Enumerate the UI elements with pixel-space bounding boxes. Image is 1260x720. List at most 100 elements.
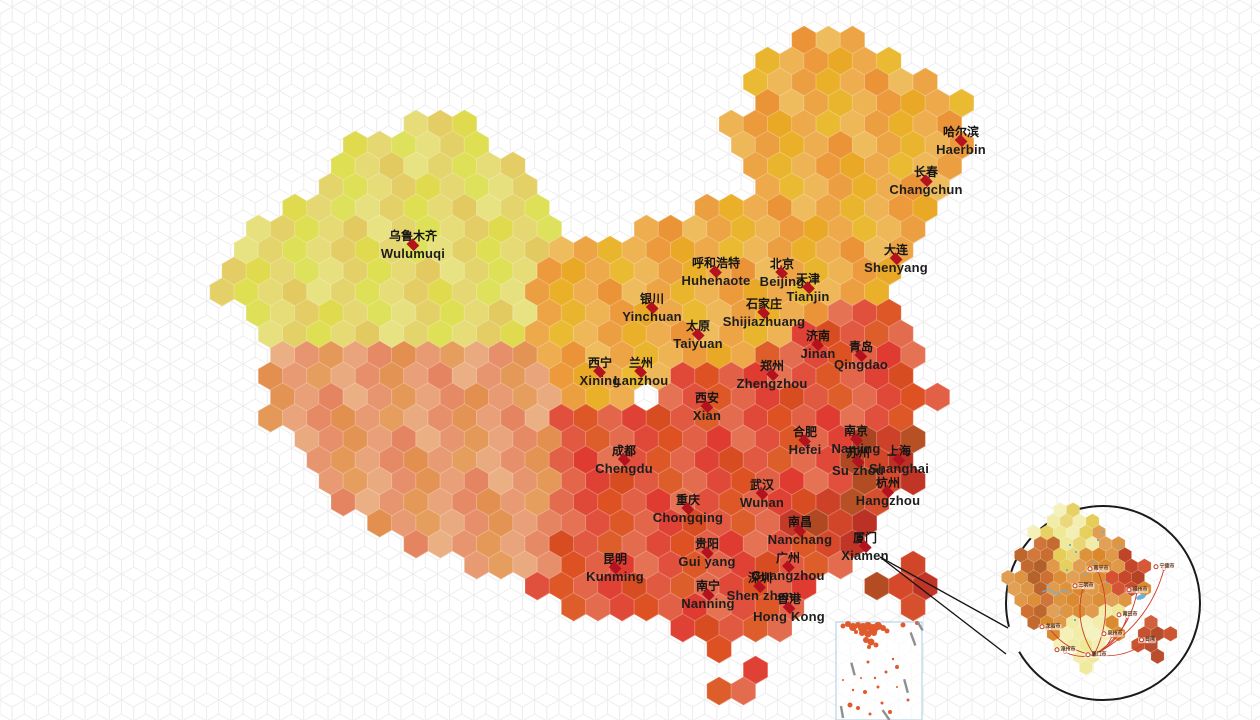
city-label-zh: 青岛 [848, 339, 873, 354]
city-tianjin[interactable]: 天津 Tianjin [786, 273, 829, 304]
city-label-en: Jinan [800, 345, 836, 361]
water-dot [1102, 531, 1104, 533]
city-hangzhou[interactable]: 杭州 Hangzhou [856, 475, 920, 508]
island-dot [840, 623, 846, 629]
city-xian[interactable]: 西安 Xian [692, 390, 722, 423]
island-dot [871, 630, 877, 636]
city-su-zhou[interactable]: 苏州 Su zhou [832, 445, 884, 478]
city-lanzhou[interactable]: 兰州 Lanzhou [614, 355, 669, 388]
city-xining[interactable]: 西宁 Xining [579, 355, 621, 388]
island-dot [888, 710, 892, 714]
city-label-en: Xining [579, 372, 621, 388]
city-label-zh: 北京 [769, 256, 794, 271]
island-dot [842, 679, 844, 681]
inset-city-name: 宁德市 [1159, 563, 1175, 570]
city-label-en: Xiamen [841, 547, 889, 563]
inset-city-name: 台湾 [1144, 636, 1156, 643]
island-dot [864, 630, 872, 638]
city-label-zh: 杭州 [875, 475, 900, 490]
city-chongqing[interactable]: 重庆 Chongqing [652, 494, 724, 525]
city-wuhan[interactable]: 武汉 Wuhan [739, 479, 785, 510]
city-label-en: Taiyuan [673, 335, 723, 351]
city-shenyang[interactable]: 大连 Shenyang [864, 242, 928, 275]
inset-city-marker-icon [1116, 612, 1122, 618]
city-kunming[interactable]: 昆明 Kunming [586, 551, 644, 584]
city-chengdu[interactable]: 成都 Chengdu [595, 443, 653, 476]
city-shijiazhuang[interactable]: 石家庄 Shijiazhuang [723, 298, 806, 329]
water-dot [1075, 551, 1077, 553]
island-dot [880, 701, 884, 705]
city-hefei[interactable]: 合肥 Hefei [788, 426, 822, 457]
city-xiamen[interactable]: 厦门 Xiamen [841, 532, 889, 563]
city-label-en: Wuhan [739, 494, 785, 510]
city-label-zh: 昆明 [602, 551, 628, 566]
water-dot [1059, 611, 1061, 613]
island-dot [868, 712, 872, 716]
city-hong-kong[interactable]: 香港 Hong Kong [753, 591, 825, 624]
city-label-zh: 兰州 [628, 355, 653, 370]
city-gui-yang[interactable]: 贵阳 Gui yang [678, 538, 736, 569]
city-label-zh: 成都 [611, 443, 637, 458]
inset-city-name: 漳州市 [1060, 646, 1076, 653]
water-dot [1119, 546, 1121, 548]
water-dot [1093, 561, 1095, 563]
inset-city-marker-icon [1138, 637, 1144, 643]
city-label-en: Hefei [788, 441, 822, 457]
city-huhehaote[interactable]: 呼和浩特 Huhehaote [682, 257, 751, 288]
island-dot [880, 625, 886, 631]
water-dot [1069, 544, 1071, 546]
city-nanning[interactable]: 南宁 Nanning [681, 580, 734, 611]
island-dot [891, 657, 895, 661]
flight-line [1079, 587, 1095, 656]
inset-city-label: 莆田市 [1115, 612, 1139, 618]
city-label-zh: 西安 [694, 390, 720, 405]
city-shanghai[interactable]: 上海 Shanghai [869, 445, 929, 476]
city-wulumuqi[interactable]: 乌鲁木齐 Wulumuqi [381, 230, 445, 261]
water-dot [1097, 539, 1099, 541]
city-label-zh: 大连 [883, 242, 909, 257]
city-label-zh: 南昌 [787, 514, 813, 529]
island-dot [884, 670, 888, 674]
inset-city-name: 泉州市 [1107, 630, 1123, 637]
city-label-zh: 香港 [776, 591, 801, 606]
city-nanjing[interactable]: 南京 Nanjing [831, 423, 880, 456]
city-changchun[interactable]: 长春 Changchun [889, 166, 962, 197]
inset-city-marker-icon [1153, 564, 1159, 570]
city-label-zh: 南京 [843, 423, 869, 438]
city-label-en: Haerbin [936, 141, 986, 157]
island-dot [900, 622, 906, 628]
city-zhengzhou[interactable]: 郑州 Zhengzhou [736, 360, 807, 391]
city-label-en: Su zhou [832, 462, 884, 478]
city-taiyuan[interactable]: 太原 Taiyuan [673, 320, 723, 351]
city-nanchang[interactable]: 南昌 Nanchang [768, 514, 832, 547]
inset-city-label: 宁德市 [1152, 563, 1176, 570]
city-qingdao[interactable]: 青岛 Qingdao [833, 339, 889, 372]
island-dot [873, 642, 879, 648]
city-beijing[interactable]: 北京 Beijing [760, 256, 805, 289]
city-jinan[interactable]: 济南 Jinan [800, 330, 836, 361]
island-dot [896, 686, 898, 688]
city-shen-zhen[interactable]: 深圳 Shen zhen [727, 572, 794, 603]
city-label-zh: 广州 [775, 550, 801, 565]
city-label-en: Gui yang [678, 553, 736, 569]
city-haerbin[interactable]: 哈尔滨 Haerbin [936, 126, 986, 157]
city-label-en: Chongqing [652, 509, 724, 525]
island-dot [895, 665, 899, 669]
city-guangzhou[interactable]: 广州 Guangzhou [751, 550, 825, 583]
water-dot [1066, 569, 1068, 571]
south-china-sea-inset [835, 621, 924, 720]
island-dot [867, 645, 871, 649]
nine-dash-line-segment [850, 662, 856, 676]
city-label-zh: 西宁 [587, 355, 613, 370]
city-label-en: Guangzhou [751, 567, 825, 583]
inset-city-name: 南平市 [1093, 565, 1109, 572]
inset-city-label: 台湾 [1137, 636, 1157, 643]
city-yinchuan[interactable]: 银川 Yinchuan [622, 293, 682, 324]
island-dot [863, 637, 869, 643]
island-dot [847, 702, 853, 708]
city-label-en: Xian [692, 407, 722, 423]
city-label-zh: 苏州 [845, 445, 871, 460]
city-label-en: Qingdao [833, 356, 889, 372]
magnifier-callout-line [879, 556, 1009, 629]
water-dot [1074, 619, 1076, 621]
